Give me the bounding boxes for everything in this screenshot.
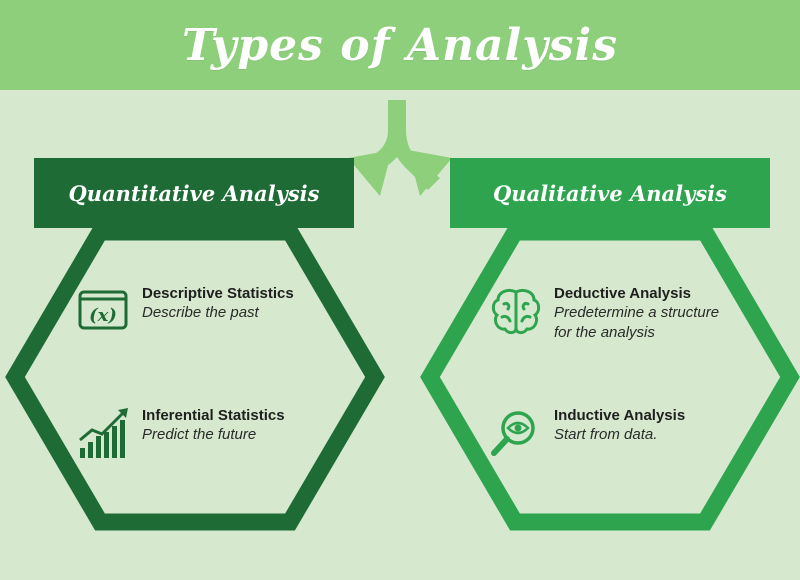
split-arrow-icon — [348, 100, 452, 196]
inferential-statistics-desc: Predict the future — [142, 426, 257, 443]
growth-chart-icon — [76, 406, 132, 462]
title-banner: Types of Analysis — [0, 0, 800, 90]
descriptive-statistics-item: (x) Descriptive Statistics Describe the … — [76, 284, 294, 340]
deductive-analysis-item: Deductive Analysis Predetermine a struct… — [488, 284, 719, 343]
deductive-analysis-desc-line1: Predetermine a structure — [554, 304, 720, 321]
descriptive-statistics-title: Descriptive Statistics — [142, 285, 294, 302]
inductive-analysis-desc: Start from data. — [554, 426, 658, 443]
quantitative-header-label: Quantitative Analysis — [68, 180, 320, 206]
inductive-analysis-item: Inductive Analysis Start from data. — [488, 406, 685, 462]
inferential-statistics-item: Inferential Statistics Predict the futur… — [76, 406, 285, 462]
magnifier-eye-icon — [488, 406, 544, 462]
quantitative-hexagon — [5, 223, 385, 531]
qualitative-hexagon — [420, 223, 800, 531]
function-x-icon: (x) — [76, 284, 132, 340]
brain-icon — [488, 284, 544, 340]
quantitative-header: Quantitative Analysis — [34, 158, 354, 228]
page-title: Types of Analysis — [181, 19, 619, 71]
inferential-statistics-title: Inferential Statistics — [142, 407, 285, 424]
inductive-analysis-title: Inductive Analysis — [554, 407, 686, 424]
qualitative-header: Qualitative Analysis — [450, 158, 770, 228]
deductive-analysis-title: Deductive Analysis — [554, 285, 691, 302]
qualitative-header-label: Qualitative Analysis — [493, 180, 727, 206]
descriptive-statistics-desc: Describe the past — [142, 304, 259, 321]
svg-text:(x): (x) — [89, 305, 117, 326]
deductive-analysis-desc-line2: for the analysis — [554, 324, 655, 341]
